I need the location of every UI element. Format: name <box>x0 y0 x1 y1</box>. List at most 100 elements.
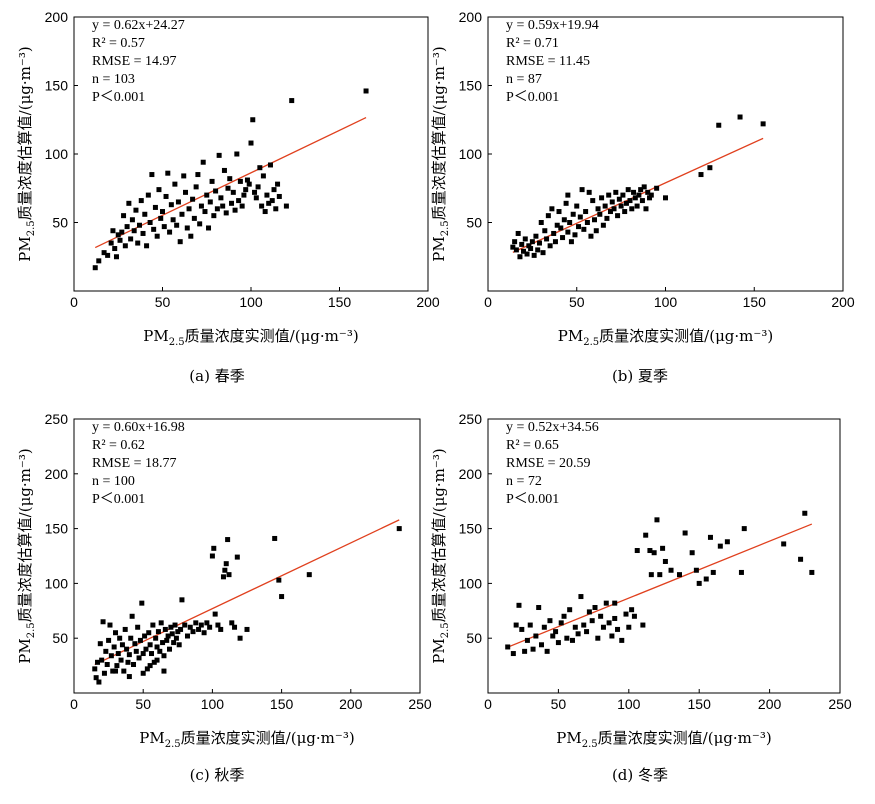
data-point <box>161 224 167 230</box>
data-point <box>606 620 612 626</box>
data-point <box>592 217 597 223</box>
y-tick-label: 100 <box>459 146 483 162</box>
data-point <box>645 189 651 195</box>
data-point <box>578 594 584 600</box>
data-point <box>100 619 106 625</box>
data-point <box>648 572 654 578</box>
data-point <box>191 215 197 221</box>
data-point <box>147 220 153 225</box>
data-point <box>92 265 98 271</box>
stat-p: P＜0.001 <box>506 90 559 105</box>
data-point <box>551 230 557 236</box>
x-tick-label: 0 <box>484 294 492 310</box>
data-point <box>115 651 121 657</box>
data-point <box>137 637 143 643</box>
data-point <box>530 646 536 652</box>
data-point <box>136 655 142 661</box>
data-point <box>651 550 657 556</box>
stat-p: P＜0.001 <box>506 492 559 507</box>
data-point <box>246 181 252 187</box>
data-point <box>111 644 117 650</box>
data-point <box>221 167 227 173</box>
data-point <box>567 220 573 225</box>
data-point <box>593 228 599 234</box>
data-point <box>579 187 585 193</box>
data-point <box>183 189 189 195</box>
stat-equation: y = 0.52x+34.56 <box>506 420 599 435</box>
data-point <box>556 209 562 215</box>
x-axis-title: PM2.5质量浓度实测值/(μg·m⁻³) <box>139 729 354 750</box>
data-point <box>563 200 569 206</box>
data-point <box>570 211 576 217</box>
data-point <box>522 648 528 654</box>
data-point <box>255 184 261 190</box>
data-point <box>114 663 120 669</box>
data-point <box>244 177 250 183</box>
data-point <box>196 626 202 632</box>
data-point <box>703 576 709 582</box>
data-point <box>136 222 142 228</box>
data-point <box>544 648 550 654</box>
stat-rmse: RMSE = 11.45 <box>506 54 590 69</box>
data-point <box>218 195 224 201</box>
data-point <box>738 569 744 575</box>
data-point <box>132 641 138 647</box>
panel-caption: (a) 春季 <box>189 367 244 385</box>
data-point <box>555 640 561 646</box>
panel-caption: (d) 冬季 <box>612 766 668 784</box>
stat-rmse: RMSE = 14.97 <box>92 54 177 69</box>
data-point <box>572 624 578 630</box>
data-point <box>636 192 642 198</box>
data-point <box>584 629 590 635</box>
data-point <box>237 635 243 641</box>
data-point <box>222 567 228 573</box>
panel-caption: (c) 秋季 <box>190 766 245 784</box>
data-point <box>126 674 132 680</box>
data-point <box>612 600 618 606</box>
data-point <box>129 217 135 223</box>
data-point <box>574 203 580 209</box>
data-point <box>396 526 402 532</box>
data-point <box>232 624 238 630</box>
data-point <box>533 633 539 639</box>
data-point <box>569 637 575 643</box>
stat-r2: R² = 0.71 <box>506 36 559 51</box>
data-point <box>275 181 281 187</box>
data-point <box>95 659 101 665</box>
x-tick-label: 100 <box>201 696 225 712</box>
data-point <box>588 233 594 239</box>
data-point <box>220 203 226 209</box>
y-axis-title: PM2.5质量浓度估算值/(μg·m⁻³) <box>16 46 37 261</box>
data-point <box>606 192 612 198</box>
data-point <box>264 192 270 198</box>
x-tick-label: 100 <box>654 294 678 310</box>
data-point <box>92 666 98 672</box>
data-point <box>140 651 146 657</box>
data-point <box>150 622 156 628</box>
data-point <box>716 122 722 128</box>
data-point <box>535 247 541 253</box>
y-tick-label: 150 <box>45 521 69 537</box>
data-point <box>521 248 526 254</box>
data-point <box>257 165 263 171</box>
stat-n: n = 87 <box>506 72 542 87</box>
data-point <box>232 207 238 213</box>
plot-frame <box>73 418 421 694</box>
data-point <box>552 239 558 245</box>
data-point <box>172 181 178 187</box>
data-point <box>565 192 571 198</box>
stat-p: P＜0.001 <box>92 90 145 105</box>
data-point <box>96 679 102 685</box>
data-point <box>639 198 645 204</box>
data-point <box>682 530 688 536</box>
data-point <box>177 239 183 245</box>
data-point <box>161 668 167 674</box>
data-point <box>151 659 157 665</box>
data-point <box>558 225 564 231</box>
data-point <box>223 561 229 567</box>
y-tick-label: 250 <box>459 411 483 427</box>
data-point <box>198 203 204 209</box>
data-point <box>211 545 217 551</box>
data-point <box>184 225 190 231</box>
data-point <box>105 252 111 258</box>
